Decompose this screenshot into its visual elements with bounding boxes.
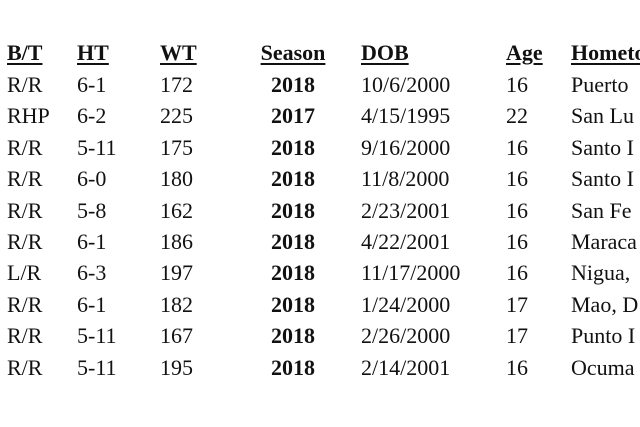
cell-age: 17	[506, 291, 528, 317]
cell-age: 22	[506, 103, 528, 129]
cell-hometown: San Fe	[571, 197, 632, 223]
cell-season: 2018	[271, 72, 315, 97]
cell-age: 16	[506, 166, 528, 192]
cell-season: 2018	[271, 134, 315, 160]
cell-dob: 1/24/2000	[361, 291, 451, 317]
cell-season: 2018	[271, 166, 315, 192]
cell-dob: 2/14/2001	[361, 354, 451, 380]
cell-ht: 6-1	[77, 228, 107, 254]
cell-ht: 5-11	[77, 323, 117, 349]
cell-bt: L/R	[7, 260, 42, 286]
cell-hometown: Maraca	[571, 228, 637, 254]
cell-age: 16	[506, 134, 528, 160]
cell-dob: 4/15/1995	[361, 103, 451, 129]
header-dob: DOB	[361, 40, 409, 65]
cell-dob: 2/23/2001	[361, 197, 451, 223]
cell-age: 16	[506, 197, 528, 223]
table-row: R/R 5-11 167 2018 2/26/2000 17 Punto I	[7, 320, 640, 351]
table-row: R/R 6-1 182 2018 1/24/2000 17 Mao, D	[7, 289, 640, 320]
cell-season: 2018	[271, 228, 315, 254]
cell-bt: R/R	[7, 134, 43, 160]
cell-hometown: Nigua,	[571, 260, 631, 286]
cell-dob: 10/6/2000	[361, 72, 451, 97]
cell-season: 2017	[271, 103, 315, 129]
cell-wt: 182	[160, 291, 193, 317]
table-row: R/R 6-1 172 2018 10/6/2000 16 Puerto	[7, 69, 640, 100]
cell-season: 2018	[271, 197, 315, 223]
cell-wt: 175	[160, 134, 193, 160]
cell-dob: 11/17/2000	[361, 260, 461, 286]
table-row: L/R 6-3 197 2018 11/17/2000 16 Nigua,	[7, 257, 640, 288]
cell-bt: R/R	[7, 166, 43, 192]
cell-dob: 4/22/2001	[361, 228, 451, 254]
cell-wt: 167	[160, 323, 193, 349]
cell-age: 16	[506, 354, 528, 380]
player-table: B/T HT WT Season DOB Age Hometown R/R 6-…	[7, 37, 640, 383]
table-row: R/R 6-1 186 2018 4/22/2001 16 Maraca	[7, 226, 640, 257]
header-age: Age	[506, 40, 543, 65]
cell-bt: RHP	[7, 103, 50, 129]
cell-dob: 9/16/2000	[361, 134, 451, 160]
table-row: R/R 5-11 175 2018 9/16/2000 16 Santo I	[7, 132, 640, 163]
cell-wt: 180	[160, 166, 193, 192]
cell-wt: 225	[160, 103, 193, 129]
cell-wt: 186	[160, 228, 193, 254]
cell-season: 2018	[271, 260, 315, 286]
cell-season: 2018	[271, 354, 315, 380]
cell-ht: 6-1	[77, 291, 107, 317]
cell-hometown: San Lu	[571, 103, 634, 129]
cell-hometown: Punto I	[571, 323, 636, 349]
cell-season: 2018	[271, 291, 315, 317]
cell-ht: 6-2	[77, 103, 107, 129]
cell-bt: R/R	[7, 228, 43, 254]
header-season: Season	[260, 40, 326, 65]
cell-hometown: Ocuma	[571, 354, 635, 380]
cell-bt: R/R	[7, 72, 43, 97]
cell-age: 16	[506, 72, 528, 97]
cell-hometown: Puerto	[571, 72, 629, 97]
cell-hometown: Mao, D	[571, 291, 639, 317]
header-hometown: Hometown	[571, 40, 640, 65]
header-wt: WT	[160, 40, 197, 65]
cell-age: 16	[506, 228, 528, 254]
cell-dob: 2/26/2000	[361, 323, 451, 349]
table-row: R/R 6-0 180 2018 11/8/2000 16 Santo I	[7, 163, 640, 194]
cell-ht: 6-3	[77, 260, 107, 286]
cell-ht: 5-8	[77, 197, 107, 223]
cell-wt: 197	[160, 260, 193, 286]
cell-season: 2018	[271, 323, 315, 349]
cell-ht: 5-11	[77, 134, 117, 160]
cell-bt: R/R	[7, 291, 43, 317]
cell-bt: R/R	[7, 354, 43, 380]
cell-wt: 162	[160, 197, 193, 223]
cell-bt: R/R	[7, 323, 43, 349]
cell-ht: 6-0	[77, 166, 107, 192]
cell-wt: 172	[160, 72, 193, 97]
cell-age: 17	[506, 323, 528, 349]
header-bt: B/T	[7, 40, 43, 65]
table-header-row: B/T HT WT Season DOB Age Hometown	[7, 37, 640, 69]
cell-hometown: Santo I	[571, 166, 634, 192]
cell-hometown: Santo I	[571, 134, 634, 160]
cell-ht: 5-11	[77, 354, 117, 380]
cell-age: 16	[506, 260, 528, 286]
cell-wt: 195	[160, 354, 193, 380]
table-row: R/R 5-11 195 2018 2/14/2001 16 Ocuma	[7, 352, 640, 383]
header-ht: HT	[77, 40, 109, 65]
cell-bt: R/R	[7, 197, 43, 223]
table-row: R/R 5-8 162 2018 2/23/2001 16 San Fe	[7, 195, 640, 226]
table-row: RHP 6-2 225 2017 4/15/1995 22 San Lu	[7, 100, 640, 131]
cell-ht: 6-1	[77, 72, 107, 97]
cell-dob: 11/8/2000	[361, 166, 450, 192]
